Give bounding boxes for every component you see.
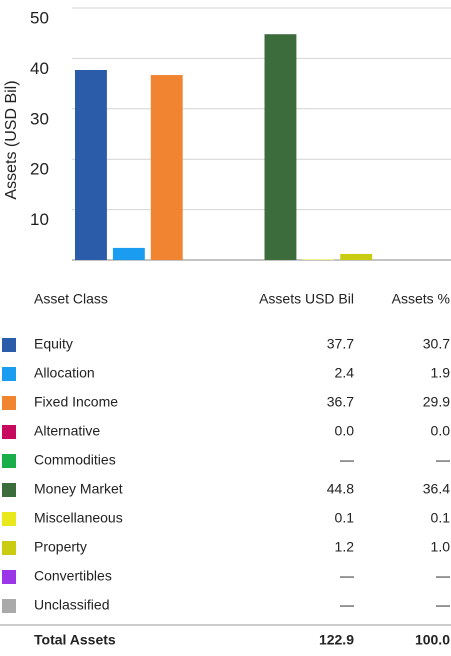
bar — [264, 34, 297, 260]
assets-usd: — — [340, 597, 354, 613]
assets-pct: — — [436, 597, 450, 613]
total-pct: 100.0 — [415, 632, 450, 648]
bar — [340, 253, 373, 260]
asset-class: Convertibles — [34, 568, 112, 584]
assets-usd: 44.8 — [327, 481, 354, 497]
asset-class: Alternative — [34, 423, 100, 439]
assets-usd: 1.2 — [335, 539, 355, 555]
legend-swatch — [2, 367, 16, 381]
y-tick-label: 50 — [30, 8, 49, 27]
asset-class: Unclassified — [34, 597, 109, 613]
y-axis-title: Assets (USD Bil) — [3, 80, 20, 199]
legend-swatch — [2, 512, 16, 526]
y-tick-label: 40 — [30, 59, 49, 78]
asset-class: Fixed Income — [34, 394, 118, 410]
legend-swatch — [2, 425, 16, 439]
assets-usd: 0.0 — [335, 423, 355, 439]
assets-pct: 1.9 — [431, 365, 451, 381]
assets-usd: — — [340, 568, 354, 584]
legend-swatch — [2, 541, 16, 555]
legend-swatch — [2, 599, 16, 613]
asset-class: Allocation — [34, 365, 95, 381]
asset-class: Miscellaneous — [34, 510, 123, 526]
assets-usd: 0.1 — [335, 510, 355, 526]
assets-usd: 37.7 — [327, 336, 354, 352]
y-tick-label: 20 — [30, 160, 49, 179]
legend-swatch — [2, 570, 16, 584]
asset-class: Commodities — [34, 452, 116, 468]
bar — [150, 75, 183, 260]
asset-class: Property — [34, 539, 87, 555]
assets-pct: 1.0 — [431, 539, 451, 555]
assets-pct: 0.0 — [431, 423, 451, 439]
table-header: Asset Class — [34, 291, 108, 307]
assets-pct: — — [436, 452, 450, 468]
assets-pct: 0.1 — [431, 510, 451, 526]
assets-usd: — — [340, 452, 354, 468]
table-header: Assets USD Bil — [259, 291, 354, 307]
assets-usd: 36.7 — [327, 394, 354, 410]
bar — [112, 247, 145, 260]
legend-swatch — [2, 338, 16, 352]
table-header: Assets % — [392, 291, 450, 307]
bar — [75, 69, 107, 260]
assets-pct: 30.7 — [423, 336, 450, 352]
legend-swatch — [2, 454, 16, 468]
legend-swatch — [2, 483, 16, 497]
legend-swatch — [2, 396, 16, 410]
total-label: Total Assets — [34, 632, 116, 648]
assets-pct: 29.9 — [423, 394, 450, 410]
asset-class: Money Market — [34, 481, 123, 497]
y-tick-label: 10 — [30, 210, 49, 229]
y-tick-label: 30 — [30, 109, 49, 128]
bar — [302, 259, 335, 260]
assets-pct: 36.4 — [423, 481, 450, 497]
assets-usd: 2.4 — [335, 365, 355, 381]
asset-class: Equity — [34, 336, 73, 352]
total-usd: 122.9 — [319, 632, 354, 648]
assets-pct: — — [436, 568, 450, 584]
